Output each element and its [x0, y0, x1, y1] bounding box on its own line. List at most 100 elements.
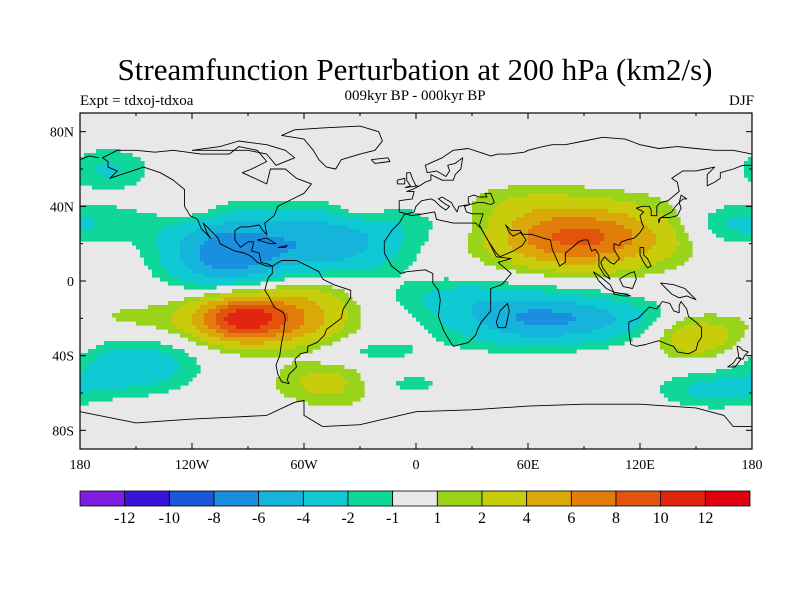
field-cell	[156, 325, 177, 330]
field-cell	[300, 377, 345, 382]
field-cell	[236, 325, 261, 330]
field-cell	[80, 165, 97, 170]
field-cell	[364, 217, 429, 222]
field-cell	[80, 233, 157, 238]
field-cell	[280, 253, 357, 258]
field-cell	[344, 301, 357, 306]
field-cell	[476, 317, 517, 322]
field-cell	[308, 401, 353, 406]
field-cell	[308, 389, 345, 394]
field-cell	[544, 249, 617, 254]
field-cell	[552, 237, 605, 242]
field-cell	[340, 373, 361, 378]
field-cell	[228, 201, 329, 206]
field-cell	[404, 229, 429, 234]
field-cell	[296, 397, 361, 402]
coastline	[660, 282, 697, 301]
field-cell	[216, 305, 229, 310]
field-cell	[276, 385, 305, 390]
coastline	[399, 164, 752, 280]
field-cell	[148, 305, 181, 310]
field-cell	[192, 213, 217, 218]
field-cell	[92, 361, 181, 366]
field-cell	[156, 233, 189, 238]
field-cell	[672, 325, 685, 330]
field-cell	[284, 301, 317, 306]
field-cell	[80, 373, 173, 378]
field-cell	[208, 209, 233, 214]
coastline	[80, 400, 752, 428]
field-cell	[728, 225, 752, 230]
field-cell	[416, 317, 441, 322]
field-cell	[240, 353, 301, 358]
field-cell	[220, 349, 313, 354]
field-cell	[384, 261, 413, 266]
field-cell	[192, 269, 269, 274]
field-cell	[228, 305, 277, 310]
field-cell	[324, 313, 349, 318]
field-cell	[424, 325, 449, 330]
field-cell	[728, 333, 745, 338]
field-cell	[188, 265, 213, 270]
colorbar-swatch	[213, 490, 260, 507]
field-cell	[460, 345, 609, 350]
coastline	[383, 211, 512, 347]
field-cell	[472, 229, 485, 234]
field-cell	[80, 401, 89, 406]
field-cell	[200, 297, 225, 302]
field-cell	[88, 365, 181, 370]
field-cell	[96, 221, 181, 226]
field-cell	[200, 329, 217, 334]
field-cell	[476, 337, 609, 342]
field-cell	[644, 313, 661, 318]
field-cell	[748, 157, 752, 162]
field-cell	[664, 381, 697, 386]
field-cell	[708, 213, 752, 218]
field-cell	[656, 241, 681, 246]
field-cell	[716, 233, 752, 238]
field-cell	[488, 325, 605, 330]
field-cell	[208, 309, 221, 314]
coastline	[495, 302, 510, 329]
field-cell	[216, 313, 229, 318]
field-cell	[616, 269, 665, 274]
field-cell	[156, 237, 185, 242]
field-cell	[216, 317, 225, 322]
field-cell	[196, 229, 361, 234]
field-cell	[552, 309, 609, 314]
field-cell	[528, 193, 569, 198]
lon-tick-label: 120W	[175, 458, 210, 473]
lat-tick-label: 40S	[52, 350, 74, 365]
field-cell	[260, 325, 281, 330]
field-cell	[268, 329, 293, 334]
field-cell	[404, 305, 429, 310]
field-cell	[664, 329, 677, 334]
field-cell	[80, 361, 93, 366]
field-cell	[708, 321, 745, 326]
field-cell	[312, 341, 333, 346]
field-cell	[96, 345, 173, 350]
field-cell	[640, 265, 677, 270]
field-cell	[596, 261, 657, 266]
field-cell	[260, 289, 321, 294]
field-cell	[648, 225, 673, 230]
field-cell	[744, 161, 752, 166]
field-cell	[80, 205, 117, 210]
field-cell	[156, 245, 181, 250]
field-cell	[216, 321, 229, 326]
field-cell	[196, 325, 209, 330]
field-cell	[204, 241, 297, 246]
field-cell	[348, 225, 405, 230]
field-cell	[304, 333, 333, 338]
lat-tick-label: 80S	[52, 424, 74, 439]
field-cell	[288, 249, 365, 254]
field-cell	[608, 337, 633, 342]
field-cell	[80, 369, 85, 374]
field-cell	[672, 341, 725, 346]
season-label: DJF	[728, 93, 754, 109]
field-cell	[564, 261, 597, 266]
field-cell	[528, 237, 553, 242]
field-cell	[204, 321, 217, 326]
field-cell	[340, 329, 357, 334]
colorbar-swatch	[436, 490, 483, 507]
